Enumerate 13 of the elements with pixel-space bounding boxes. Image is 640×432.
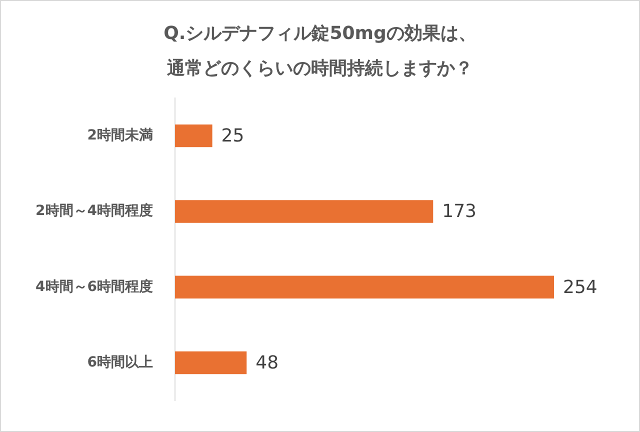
y-tick-label: 2時間～4時間程度 <box>36 202 153 220</box>
bar <box>175 351 247 374</box>
y-tick-label: 6時間以上 <box>87 354 153 370</box>
data-label: 173 <box>442 201 476 222</box>
bar <box>175 124 212 148</box>
data-label: 25 <box>221 125 244 146</box>
chart-title: Q.シルデナフィル錠50mgの効果は、通常どのくらいの時間持続しますか？ <box>162 22 478 81</box>
y-tick-label: 4時間～6時間程度 <box>36 278 153 295</box>
data-label: 254 <box>563 276 598 298</box>
y-tick-label: 2時間未満 <box>87 127 153 144</box>
bar <box>175 276 554 298</box>
data-label: 48 <box>256 352 279 374</box>
bar <box>175 200 434 223</box>
